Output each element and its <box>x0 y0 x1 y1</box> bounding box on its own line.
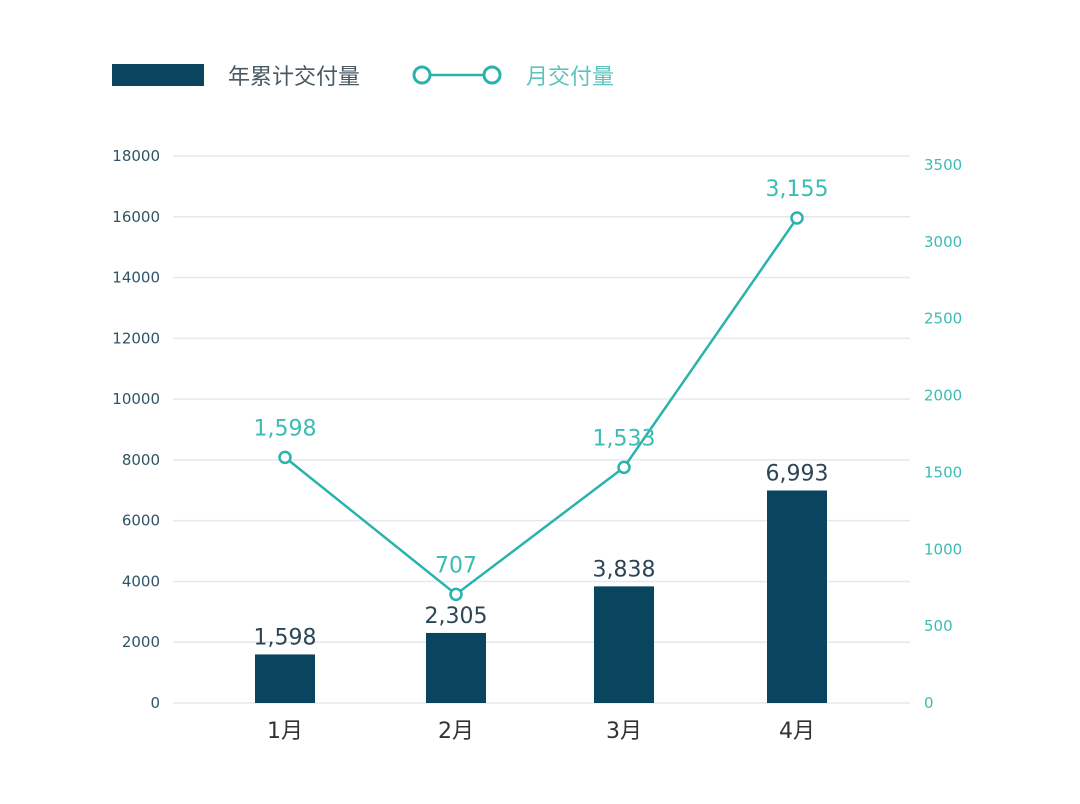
legend-line-label: 月交付量 <box>526 65 614 90</box>
right-tick-label: 1500 <box>924 463 962 481</box>
line-data-label: 3,155 <box>766 177 829 202</box>
right-tick-label: 500 <box>924 617 953 635</box>
x-tick-label: 1月 <box>267 719 303 744</box>
left-tick-label: 18000 <box>112 147 160 165</box>
left-tick-label: 8000 <box>122 451 160 469</box>
line-data-label: 1,598 <box>254 416 317 441</box>
bar <box>426 632 486 703</box>
line-point <box>449 587 463 602</box>
bar-data-label: 2,305 <box>425 604 488 629</box>
line-data-label: 707 <box>435 553 477 578</box>
bar <box>255 654 315 703</box>
x-tick-label: 2月 <box>438 719 474 744</box>
bar-data-label: 1,598 <box>254 625 317 650</box>
left-tick-label: 10000 <box>112 390 160 408</box>
left-tick-label: 4000 <box>122 572 160 590</box>
bar-data-label: 3,838 <box>593 557 656 582</box>
right-tick-label: 0 <box>924 694 934 712</box>
x-tick-label: 3月 <box>606 719 642 744</box>
left-tick-label: 2000 <box>122 633 160 651</box>
left-tick-label: 14000 <box>112 269 160 287</box>
right-tick-label: 3000 <box>924 233 962 251</box>
line-point <box>278 450 292 465</box>
legend-bar-swatch <box>112 64 204 86</box>
bar <box>594 586 654 703</box>
bar <box>767 490 827 703</box>
line-point <box>790 211 804 225</box>
left-tick-label: 16000 <box>112 208 160 226</box>
line-series <box>284 217 799 596</box>
legend-bar-label: 年累计交付量 <box>228 65 360 90</box>
bar-data-label: 6,993 <box>766 461 829 486</box>
x-tick-label: 4月 <box>779 719 815 744</box>
line-point <box>617 460 631 475</box>
legend-line-marker <box>412 65 432 85</box>
right-tick-label: 3500 <box>924 156 962 174</box>
left-tick-label: 0 <box>150 694 160 712</box>
left-tick-label: 6000 <box>122 512 160 530</box>
right-tick-label: 2500 <box>924 310 962 328</box>
right-tick-label: 1000 <box>924 540 962 558</box>
left-tick-label: 12000 <box>112 329 160 347</box>
line-data-label: 1,533 <box>593 426 656 451</box>
right-tick-label: 2000 <box>924 387 962 405</box>
legend-line-marker <box>482 65 502 85</box>
